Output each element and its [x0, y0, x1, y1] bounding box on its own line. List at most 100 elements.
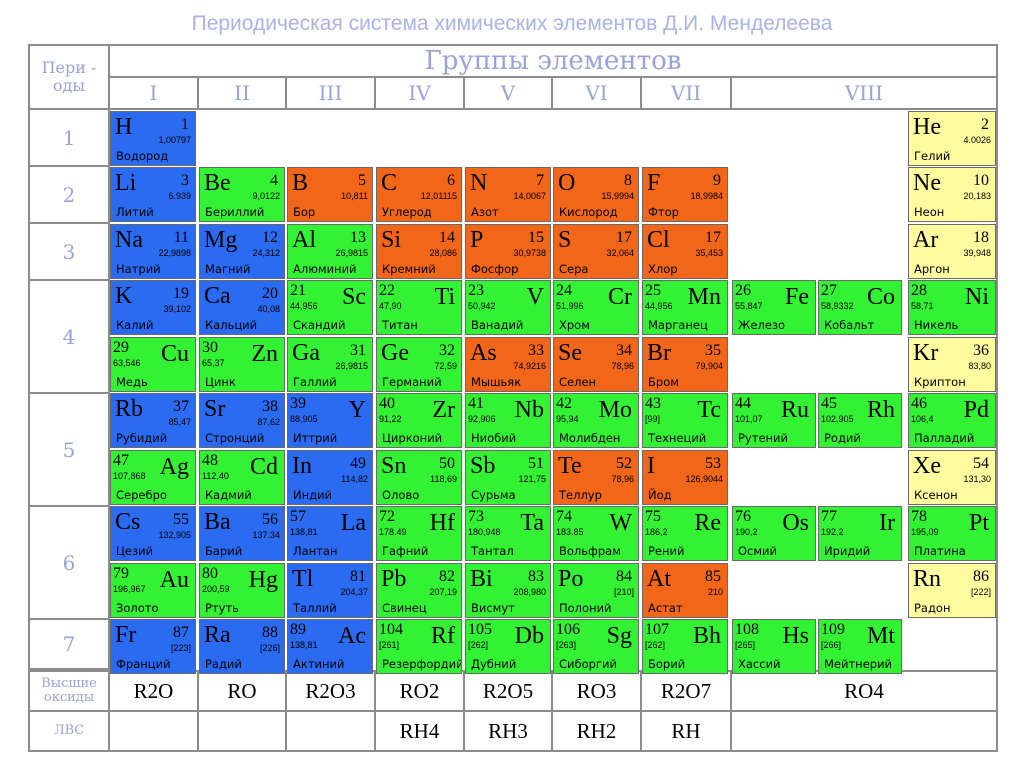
element-cell-f: F 9 18,9984 Фтор: [642, 167, 728, 222]
element-symbol: Ta: [520, 510, 544, 536]
atomic-mass: 78,96: [611, 474, 634, 484]
element-cell-li: Li 3 6.939 Литий: [110, 167, 196, 222]
atomic-number: 83: [528, 568, 544, 585]
atomic-mass: 24,312: [252, 248, 280, 258]
element-symbol: Ag: [159, 454, 189, 480]
element-name: Неон: [914, 204, 945, 219]
element-name: Углерод: [382, 204, 432, 219]
group-label: III: [318, 81, 343, 105]
element-name: Радон: [914, 600, 951, 615]
element-symbol: N: [470, 170, 488, 196]
hydride-formula-6: RH2: [551, 710, 642, 752]
atomic-number: 27: [821, 282, 837, 299]
element-cell-ac: Ac 89 138,81 Актиний: [287, 619, 373, 674]
atomic-mass: 210: [707, 587, 723, 597]
element-symbol: Ba: [204, 509, 231, 535]
hydrides-label: ЛВС: [28, 710, 110, 752]
element-name: Радий: [205, 656, 242, 671]
element-name: Гелий: [914, 148, 951, 163]
atomic-number: 51: [528, 455, 544, 472]
element-symbol: Cu: [160, 341, 189, 367]
atomic-number: 24: [556, 282, 572, 299]
atomic-mass: 131,30: [963, 474, 991, 484]
atomic-number: 104: [379, 621, 403, 638]
element-name: Резерфордий: [382, 656, 462, 671]
element-symbol: Hs: [782, 623, 809, 649]
element-name: Стронций: [205, 430, 265, 445]
element-cell-os: Os 76 190,2 Осмий: [732, 506, 816, 561]
groups-header: Группы элементов: [108, 44, 998, 78]
atomic-mass: [99]: [645, 414, 661, 424]
atomic-mass: 22,9898: [158, 248, 191, 258]
element-symbol: Sb: [470, 453, 496, 479]
element-cell-al: Al 13 26,9815 Алюминий: [287, 224, 373, 279]
atomic-number: 85: [705, 568, 721, 585]
element-symbol: H: [115, 114, 133, 140]
atomic-number: 19: [173, 285, 189, 302]
atomic-number: 17: [705, 229, 721, 246]
element-name: Сера: [559, 261, 589, 276]
period-number: 2: [62, 182, 76, 207]
atomic-mass: [266]: [821, 640, 842, 650]
oxide-formula: R2O: [133, 678, 174, 703]
element-cell-te: Te 52 78,96 Теллур: [553, 450, 639, 505]
group-header-8: VIII: [730, 76, 998, 110]
element-cell-tc: Tc 43 [99] Технеций: [642, 393, 728, 448]
atomic-mass: 35,453: [695, 248, 723, 258]
element-cell-po: Po 84 [210] Полоний: [553, 563, 639, 618]
element-cell-rf: Rf 104 [261] Резерфордий: [376, 619, 462, 674]
atomic-number: 31: [350, 342, 366, 359]
atomic-mass: 30,9738: [513, 248, 546, 258]
oxide-formula: R2O5: [482, 678, 534, 703]
element-cell-na: Na 11 22,9898 Натрий: [110, 224, 196, 279]
atomic-number: 80: [202, 565, 218, 582]
atomic-number: 40: [379, 395, 395, 412]
atomic-mass: 1,00797: [158, 135, 191, 145]
element-name: Теллур: [559, 487, 602, 502]
atomic-mass: 106,4: [911, 414, 934, 424]
period-label-4: 4: [28, 279, 110, 394]
atomic-number: 106: [556, 621, 580, 638]
element-cell-ag: Ag 47 107,868 Серебро: [110, 450, 196, 505]
atomic-number: 47: [113, 452, 129, 469]
element-symbol: Ti: [434, 284, 455, 310]
element-name: Железо: [738, 317, 786, 332]
atomic-number: 74: [556, 508, 572, 525]
atomic-mass: 88,905: [290, 414, 318, 424]
element-cell-be: Be 4 9,0122 Бериллий: [199, 167, 285, 222]
atomic-mass: 10,811: [341, 191, 368, 201]
atomic-number: 25: [645, 282, 661, 299]
element-symbol: V: [526, 284, 544, 310]
atomic-mass: 207,19: [429, 587, 457, 597]
element-symbol: Au: [159, 567, 189, 593]
atomic-number: 50: [439, 455, 455, 472]
atomic-mass: 91,22: [379, 414, 402, 424]
period-label-5: 5: [28, 392, 110, 507]
element-name: Цирконий: [382, 430, 443, 445]
element-symbol: P: [470, 227, 484, 253]
atomic-mass: 190,2: [735, 527, 758, 537]
group-label: VI: [585, 81, 608, 105]
element-name: Титан: [382, 317, 418, 332]
periods-header-label: Пери - оды: [41, 58, 97, 95]
element-symbol: Pt: [968, 510, 989, 536]
atomic-mass: 200,59: [202, 584, 230, 594]
element-name: Натрий: [116, 261, 161, 276]
atomic-number: 30: [202, 339, 218, 356]
group-header-6: VI: [551, 76, 642, 110]
oxide-formula-3: R2O3: [285, 670, 376, 712]
element-cell-tl: Tl 81 204,37 Таллий: [287, 563, 373, 618]
element-symbol: Bi: [470, 566, 493, 592]
atomic-number: 46: [911, 395, 927, 412]
element-cell-br: Br 35 79,904 Бром: [642, 337, 728, 392]
element-name: Таллий: [293, 600, 337, 615]
element-name: Иттрий: [293, 430, 338, 445]
atomic-mass: 74,9216: [513, 361, 546, 371]
atomic-number: 29: [113, 339, 129, 356]
element-name: Литий: [116, 204, 154, 219]
hydride-formula-7: RH: [640, 710, 732, 752]
oxide-formula-5: R2O5: [463, 670, 553, 712]
element-name: Хассий: [738, 656, 781, 671]
element-cell-sr: Sr 38 87,62 Стронций: [199, 393, 285, 448]
element-name: Никель: [914, 317, 959, 332]
